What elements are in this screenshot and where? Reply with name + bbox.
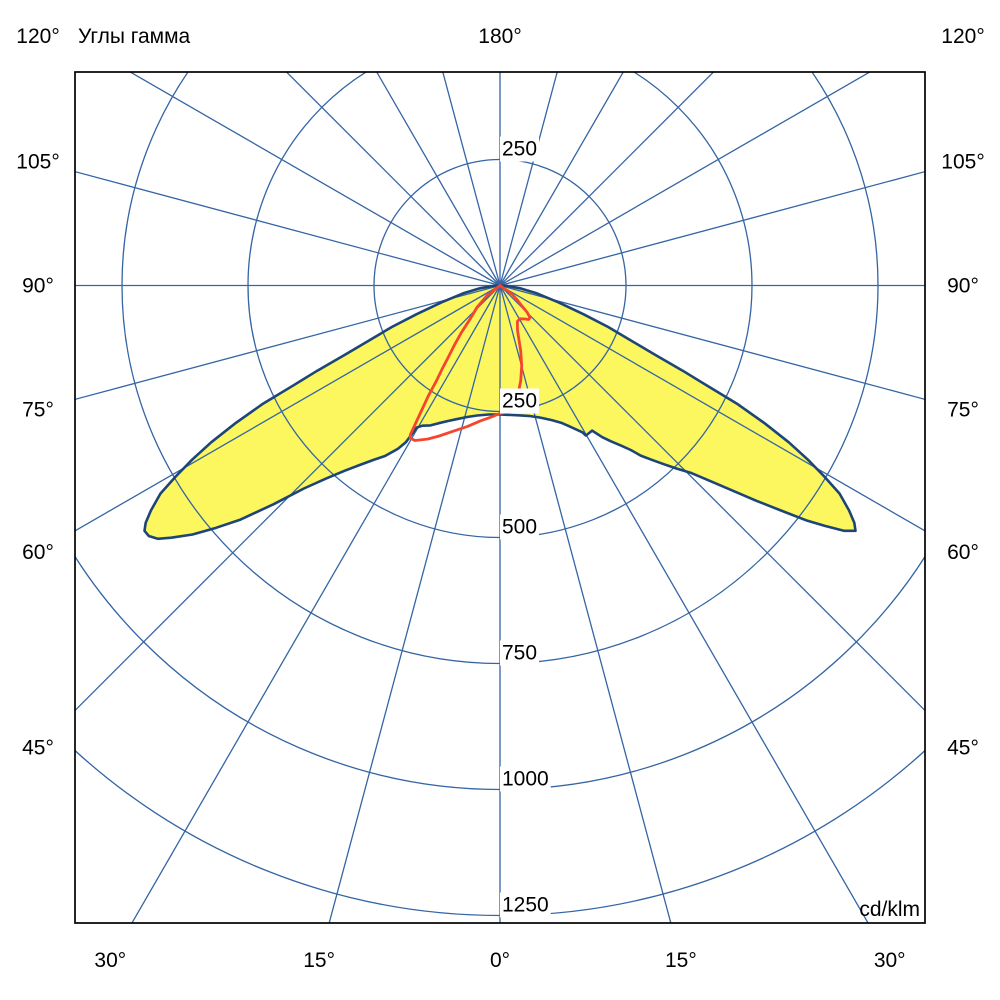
diagram-title: Углы гамма [78,25,191,48]
gamma-label-bottom: 15° [303,949,335,972]
polar-grid-ray [75,284,501,532]
polar-grid-ray [131,285,501,923]
gamma-label-left: 75° [22,398,54,421]
radial-tick-label: 750 [502,642,537,665]
label-background [500,766,551,792]
polar-grid-ray [285,72,501,286]
unit-label: cd/klm [859,898,920,921]
gamma-label-180: 180° [478,25,521,48]
polar-grid-ray [75,285,501,712]
label-background [500,892,551,918]
polar-grid-ray [499,284,925,401]
label-background [500,136,540,162]
gamma-label-right: 45° [947,737,979,760]
polar-grid-ray [499,285,672,923]
gamma-label-right: 90° [947,275,979,298]
radial-tick-label: 250 [502,390,537,413]
gamma-label-120-left: 120° [16,25,59,48]
gamma-label-120-right: 120° [941,25,984,48]
c90-c270-curve [408,284,532,442]
gamma-label-right: 60° [947,541,979,564]
plot-border [74,71,926,924]
gamma-label-right: 105° [941,151,984,174]
polar-grid-ray [499,285,925,712]
polar-grid-ray [499,170,925,287]
gamma-label-bottom: 15° [665,949,697,972]
c0-c180-curve-outline [143,284,857,541]
label-background [500,514,540,540]
radial-tick-label: 500 [502,516,537,539]
label-background [500,388,540,414]
polar-grid-ray [499,72,558,286]
radial-tick-label: 1000 [502,768,549,791]
polar-grid-ray [442,72,501,286]
polar-grid-ray [499,72,625,286]
polar-grid-ray [75,284,501,401]
gamma-label-left: 45° [22,737,54,760]
polar-grid-ray [128,72,501,287]
polar-grid-ray [328,285,501,923]
polar-grid-ray [499,72,872,287]
gamma-label-left: 90° [22,275,54,298]
gamma-label-right: 75° [947,398,979,421]
radial-tick-label: 1250 [502,894,549,917]
gamma-label-bottom: 30° [94,949,126,972]
polar-grid-ray [499,284,925,532]
gamma-label-bottom: 0° [490,949,510,972]
polar-grid-ray [499,285,869,923]
gamma-label-bottom: 30° [874,949,906,972]
label-background [500,640,540,666]
gamma-label-left: 60° [22,541,54,564]
polar-grid-ray [499,72,715,286]
polar-grid-ray [375,72,501,286]
radial-tick-label-top: 250 [502,138,537,161]
polar-grid-ray [75,170,501,287]
gamma-label-left: 105° [16,151,59,174]
